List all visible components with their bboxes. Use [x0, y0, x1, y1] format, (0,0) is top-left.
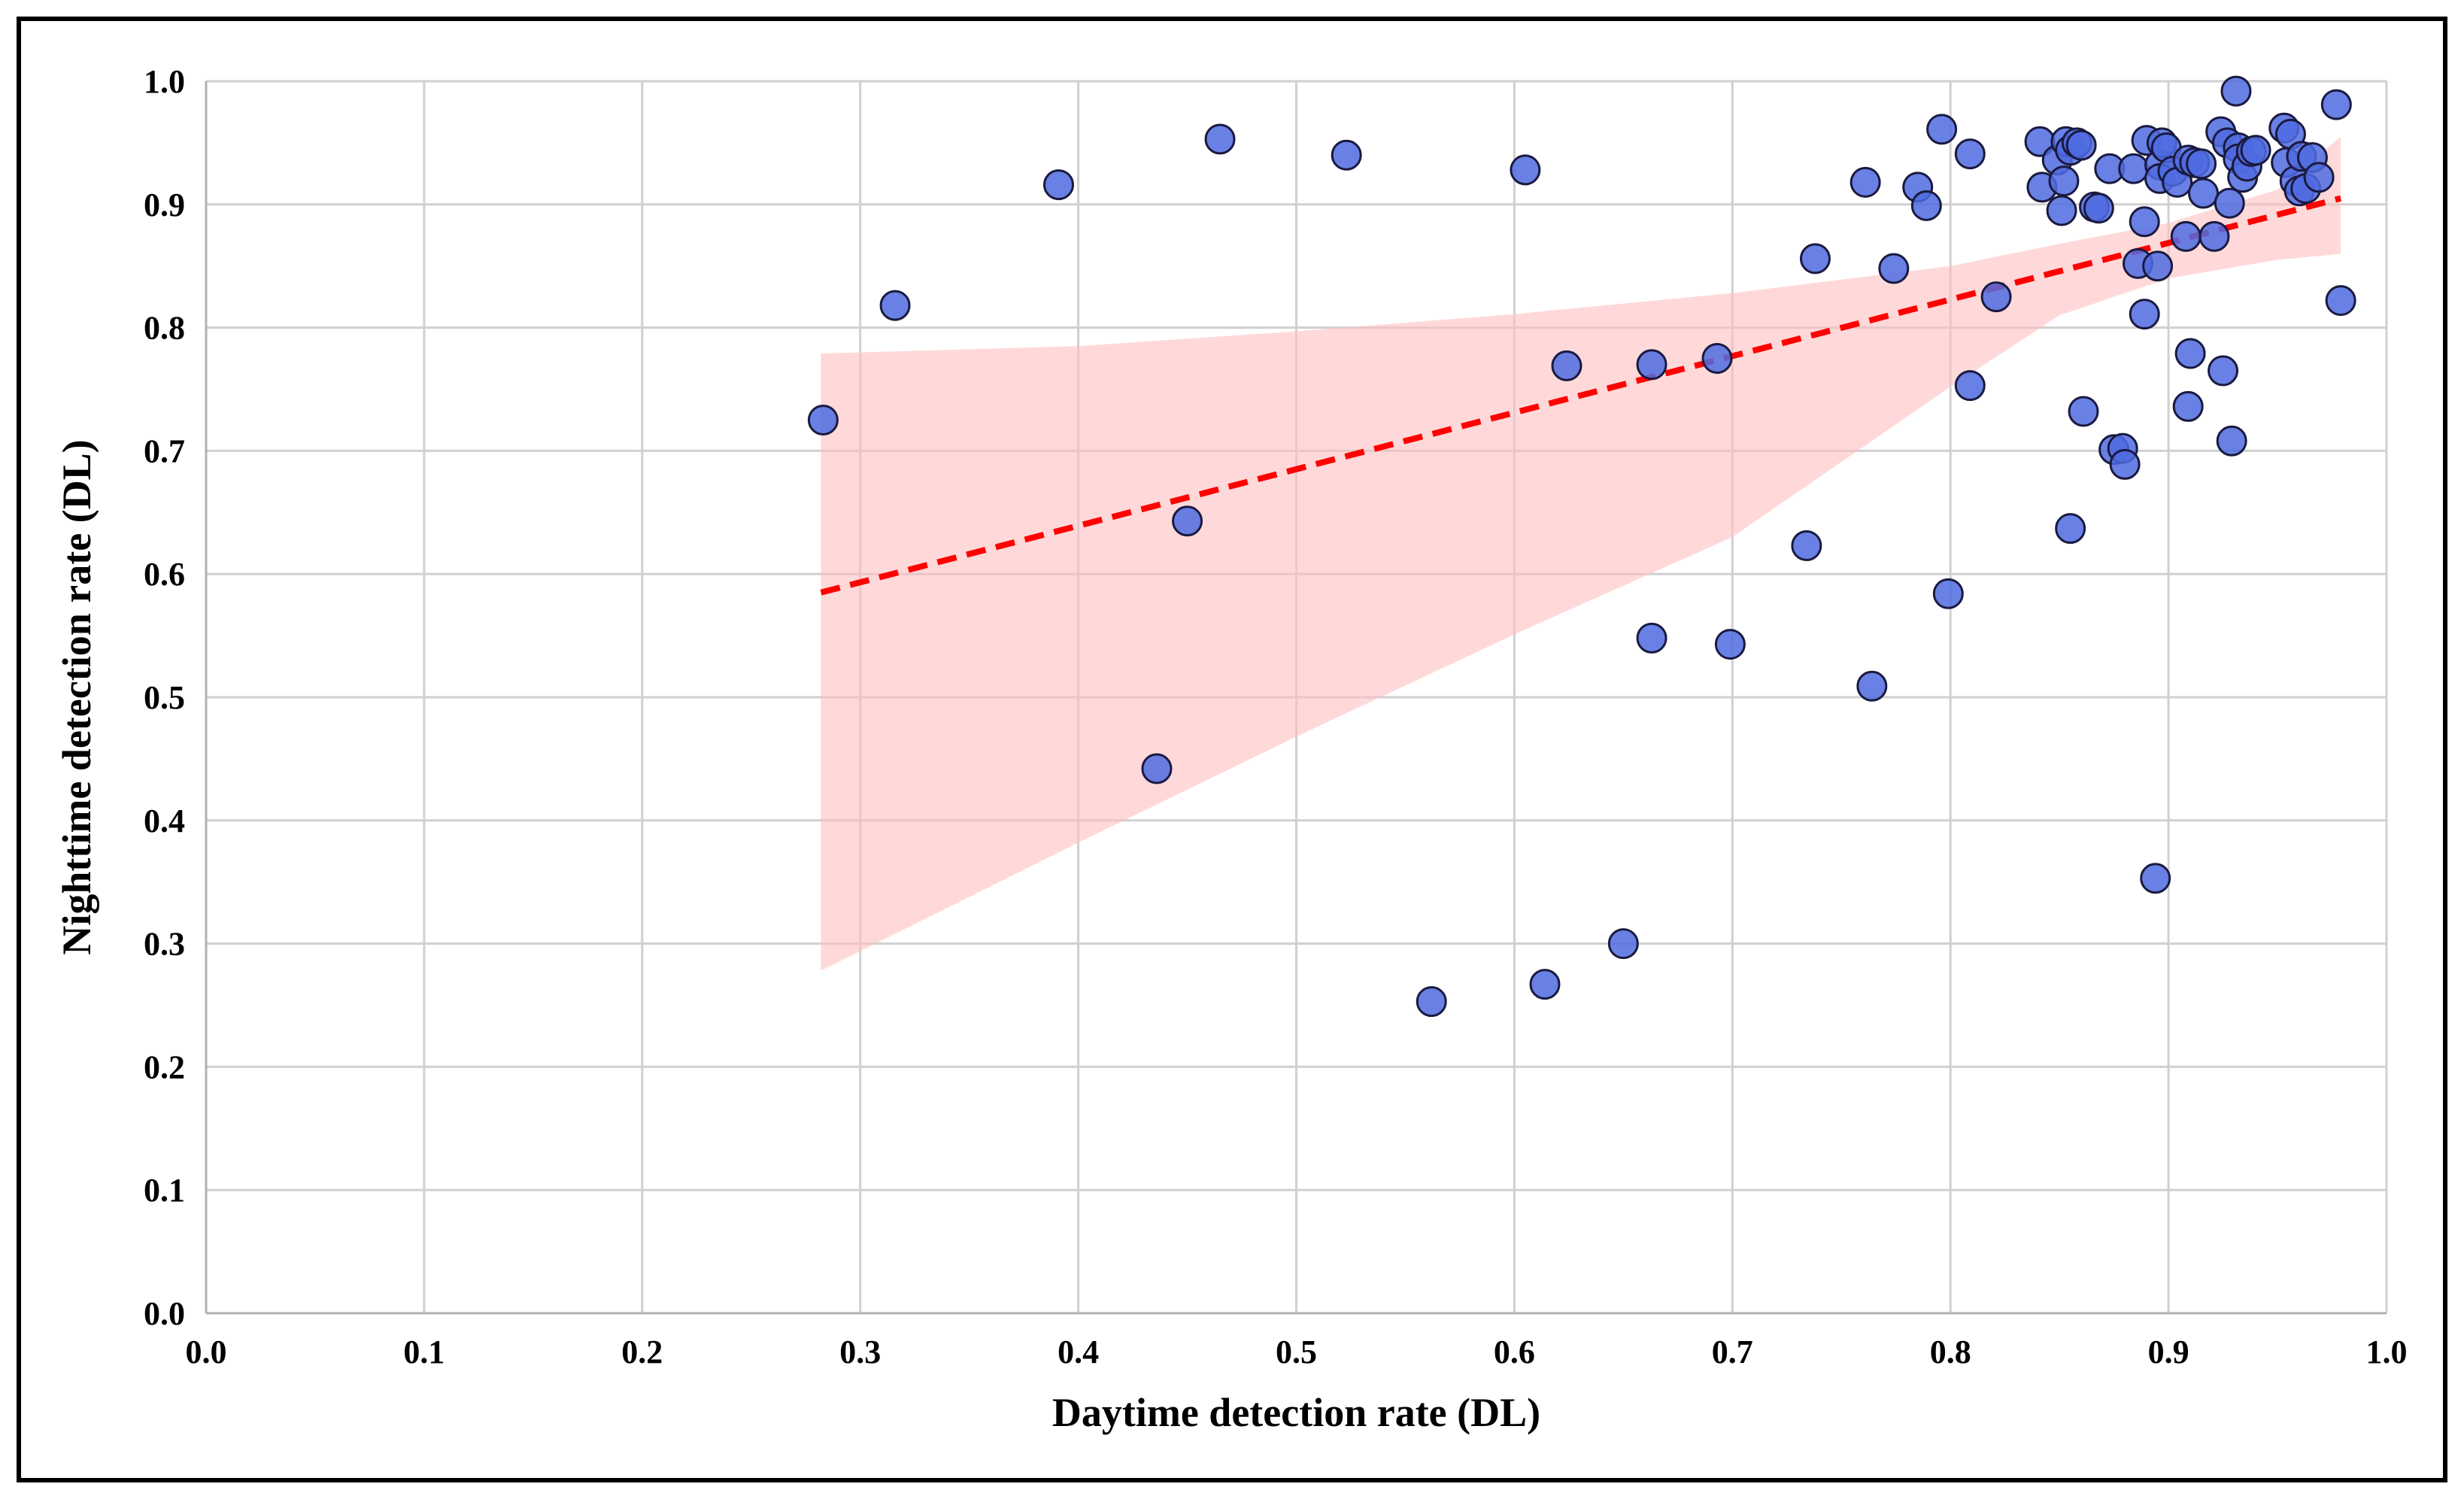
x-tick-label: 0.5	[1276, 1334, 1317, 1370]
data-point	[1799, 243, 1831, 275]
data-point	[1954, 138, 1986, 170]
data-point	[2303, 162, 2335, 193]
data-point	[1701, 343, 1733, 375]
x-axis-title: Daytime detection rate (DL)	[1052, 1390, 1540, 1435]
data-point	[2186, 148, 2217, 180]
data-point	[879, 290, 911, 321]
data-point	[2240, 135, 2271, 166]
data-point	[1910, 190, 1942, 221]
data-point	[2048, 165, 2080, 197]
data-point	[1416, 986, 1447, 1018]
data-point-layer	[807, 75, 2356, 1018]
data-point	[2198, 220, 2230, 252]
data-point	[2140, 863, 2171, 894]
data-point	[1607, 928, 1639, 960]
x-tick-label: 0.6	[1494, 1334, 1535, 1370]
data-point	[1980, 281, 2012, 313]
data-point	[1204, 123, 1236, 155]
data-point	[1636, 349, 1667, 381]
data-point	[2208, 355, 2239, 387]
data-point	[1926, 114, 1958, 145]
y-tick-label: 0.4	[144, 803, 185, 839]
data-point	[2216, 425, 2247, 457]
data-point	[1510, 154, 1541, 186]
tick-label-layer: 0.0 0.1 0.2 0.3 0.4 0.5 0.6 0.7 0.8 0.9 1.0 0.0 0.1 0…	[144, 63, 2408, 1370]
data-point	[2214, 187, 2245, 219]
data-point	[1954, 370, 1986, 402]
data-point	[1141, 753, 1173, 784]
y-tick-label: 0.5	[144, 679, 185, 716]
y-tick-label: 0.6	[144, 556, 185, 593]
x-tick-label: 0.0	[186, 1334, 227, 1370]
x-tick-label: 1.0	[2366, 1334, 2408, 1370]
data-point	[1529, 969, 1561, 1000]
x-tick-label: 0.4	[1058, 1334, 1099, 1370]
data-point	[2325, 285, 2356, 317]
data-point	[2046, 195, 2077, 226]
data-point	[1791, 530, 1822, 562]
data-point	[1878, 253, 1910, 284]
data-point	[2187, 178, 2219, 209]
data-point	[1331, 139, 1362, 171]
y-tick-label: 0.7	[144, 432, 185, 469]
regression-line-layer	[820, 195, 2342, 596]
chart-frame: 0.0 0.1 0.2 0.3 0.4 0.5 0.6 0.7 0.8 0.9 1.0 0.0 0.1 0…	[17, 17, 2447, 1482]
data-point	[1856, 670, 1888, 702]
y-axis-title: Nighttime detection rate (DL)	[54, 439, 99, 954]
x-tick-label: 0.3	[839, 1334, 881, 1370]
data-point	[2083, 193, 2114, 224]
confidence-band	[821, 136, 2341, 971]
scatter-chart: 0.0 0.1 0.2 0.3 0.4 0.5 0.6 0.7 0.8 0.9 1.0 0.0 0.1 0…	[54, 63, 2408, 1435]
regression-line	[820, 195, 2342, 596]
y-tick-label: 1.0	[144, 63, 185, 100]
data-point	[2129, 206, 2160, 238]
x-tick-label: 0.1	[403, 1334, 445, 1370]
x-tick-label: 0.2	[621, 1334, 663, 1370]
data-point	[807, 404, 839, 435]
data-point	[1172, 505, 1203, 537]
data-point	[2174, 338, 2206, 369]
data-point	[1551, 350, 1582, 381]
data-point	[2068, 396, 2099, 427]
data-point	[1636, 622, 1667, 654]
data-point	[2065, 129, 2097, 161]
y-tick-label: 0.1	[144, 1172, 185, 1209]
data-point	[2220, 75, 2252, 107]
data-point	[2055, 513, 2086, 545]
data-point	[2129, 299, 2160, 330]
axis-layer	[205, 81, 2387, 1315]
data-point	[1043, 169, 1075, 201]
data-point	[2320, 89, 2352, 120]
data-point	[2109, 448, 2141, 480]
x-tick-label: 0.8	[1930, 1334, 1971, 1370]
confidence-band-layer	[821, 136, 2341, 971]
data-point	[1714, 629, 1746, 660]
y-tick-label: 0.0	[144, 1295, 185, 1332]
x-tick-label: 0.9	[2148, 1334, 2189, 1370]
y-tick-label: 0.9	[144, 187, 185, 223]
y-tick-label: 0.8	[144, 310, 185, 347]
data-point	[2172, 390, 2204, 422]
data-point	[2118, 153, 2150, 184]
data-point	[1932, 578, 1964, 609]
y-tick-label: 0.2	[144, 1048, 185, 1085]
data-point	[2142, 250, 2174, 282]
x-tick-label: 0.7	[1712, 1334, 1753, 1370]
data-point	[1850, 166, 1881, 198]
y-tick-label: 0.3	[144, 926, 185, 963]
data-point	[2170, 220, 2202, 252]
